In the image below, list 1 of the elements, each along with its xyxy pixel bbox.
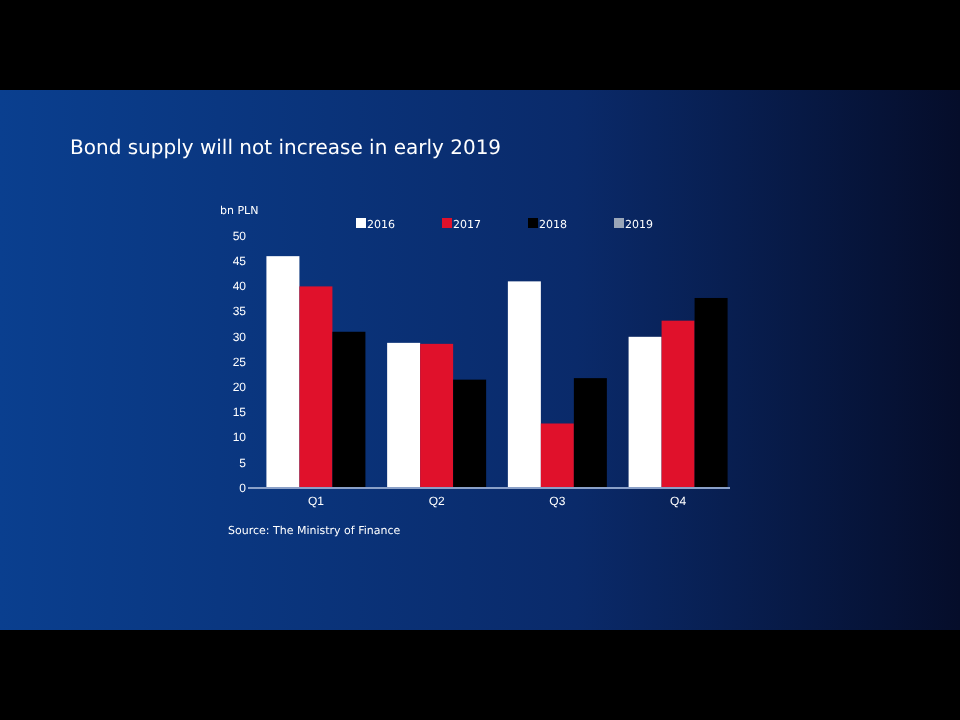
chart-title: Bond supply will not increase in early 2019 <box>70 138 502 160</box>
